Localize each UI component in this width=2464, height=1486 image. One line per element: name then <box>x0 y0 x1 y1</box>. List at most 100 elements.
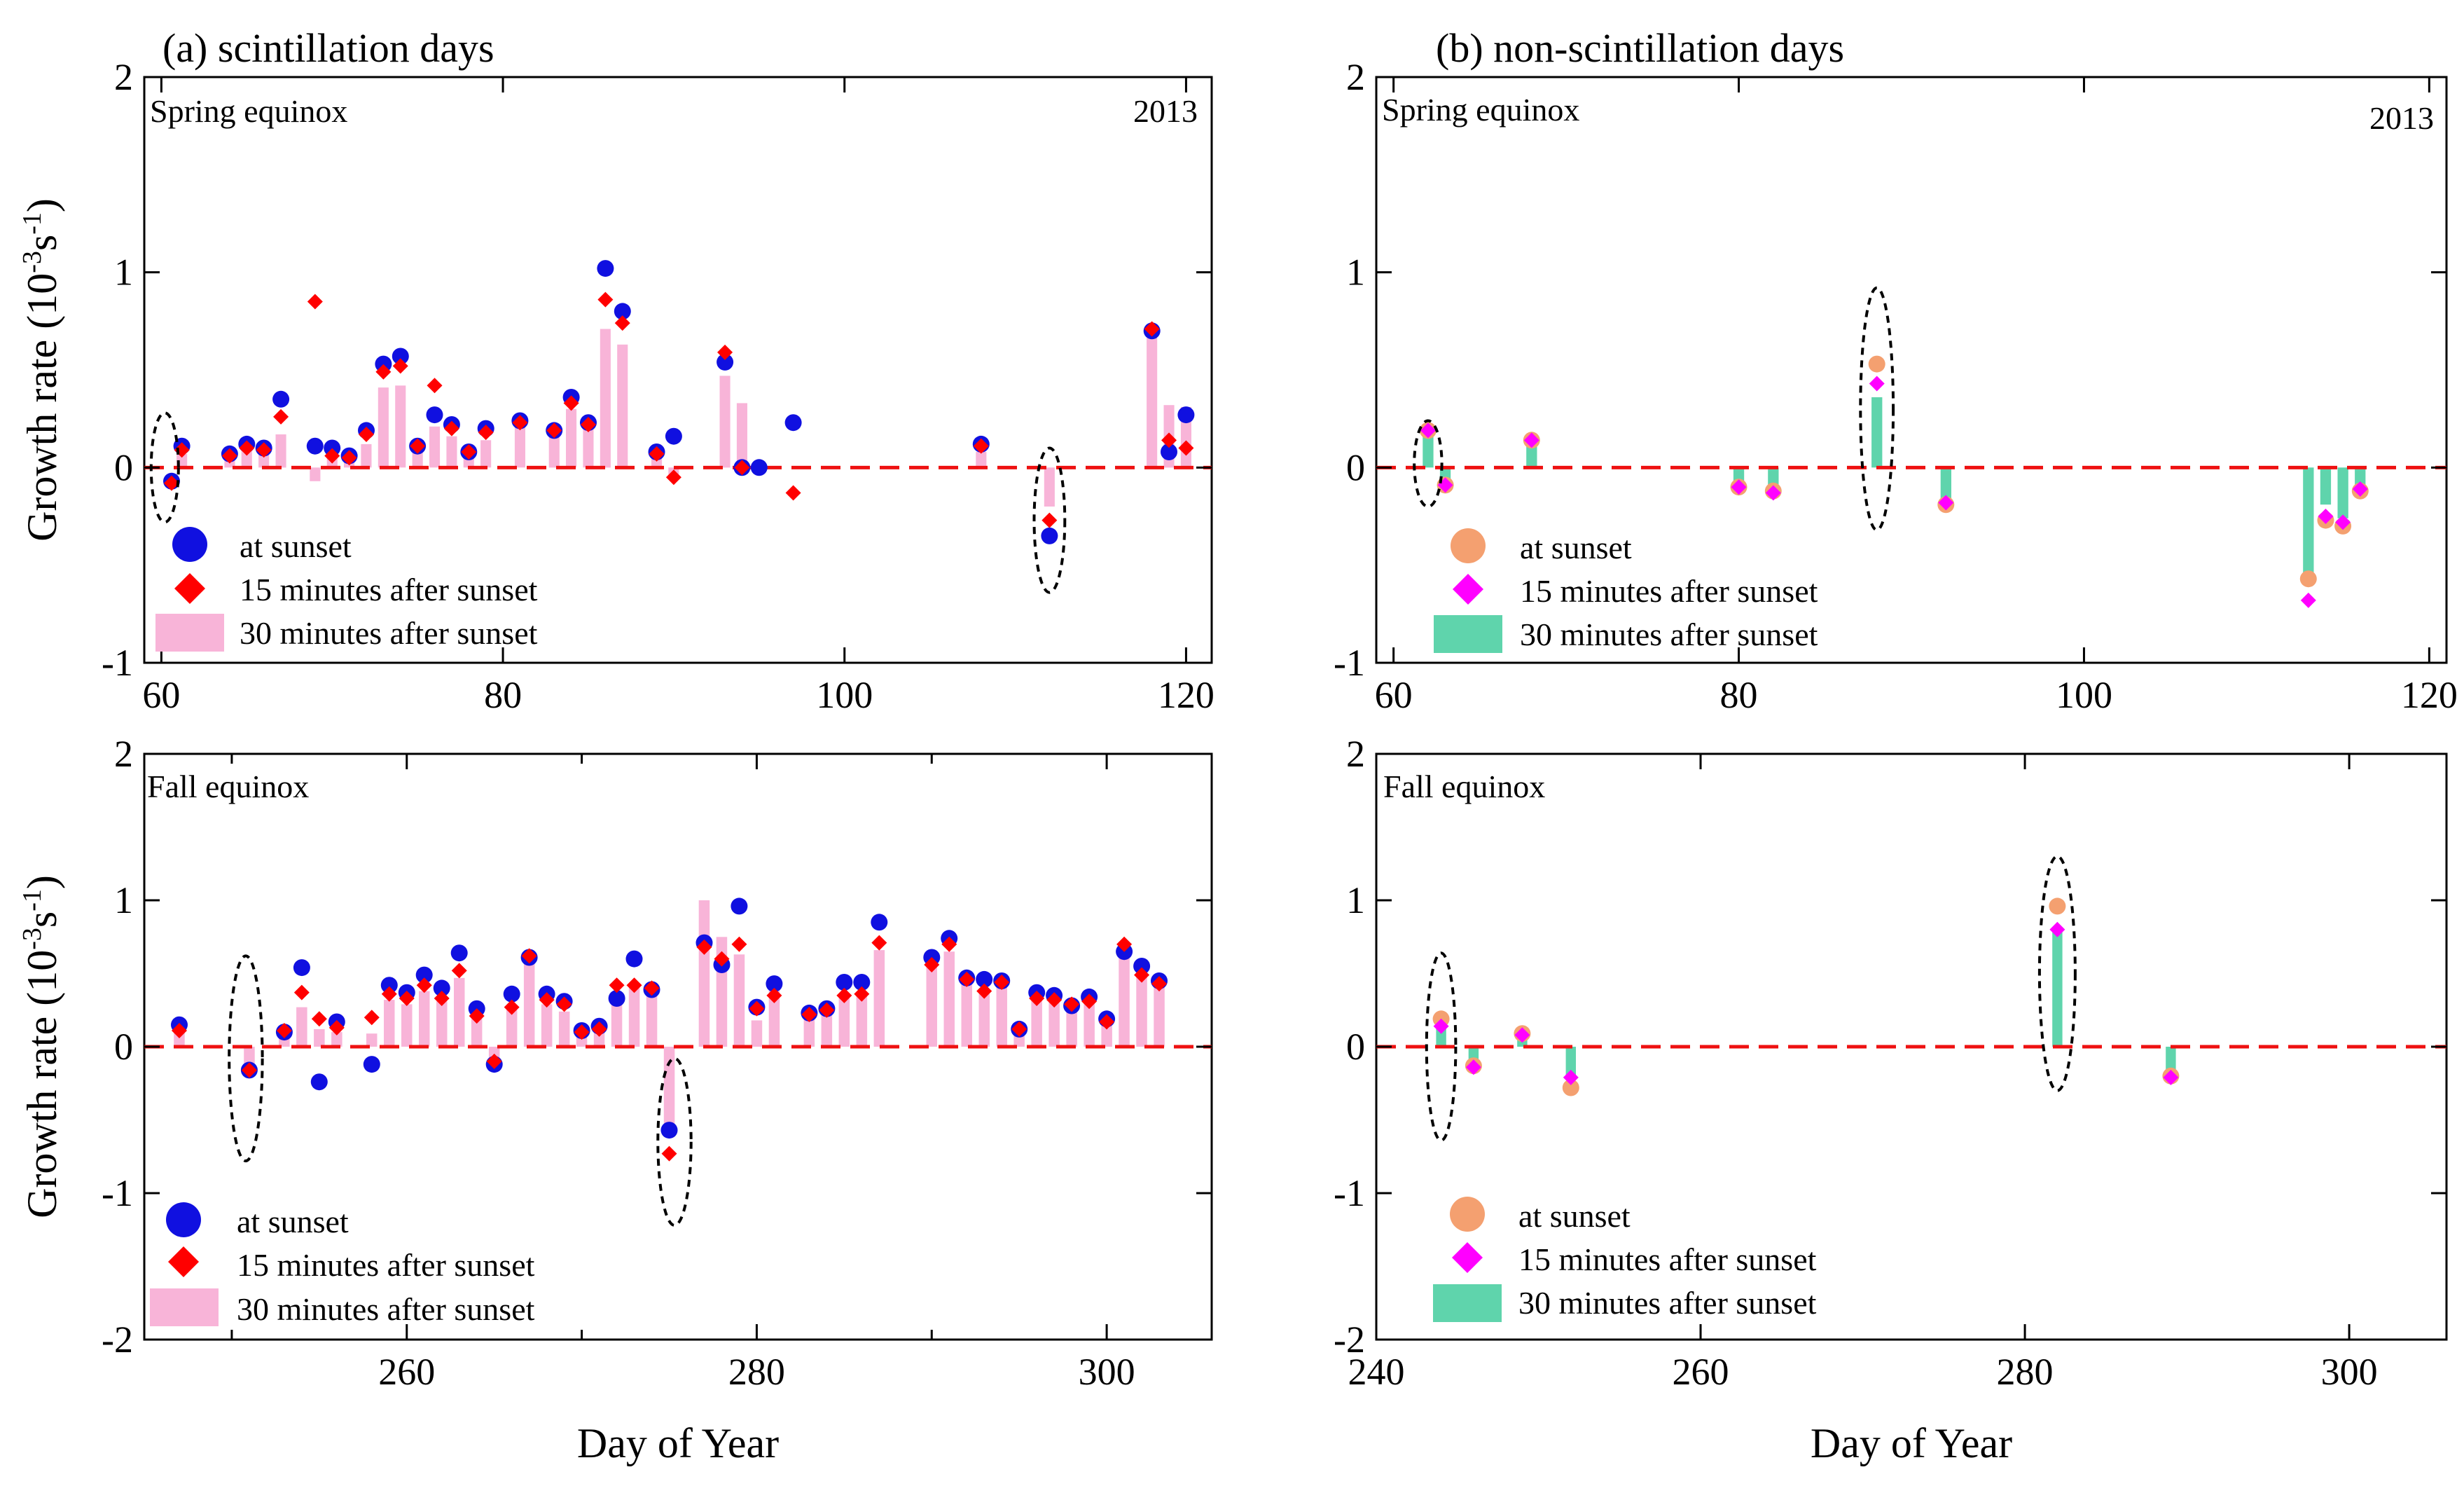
15min-point <box>2163 1069 2179 1085</box>
legend-15min-label: 15 minutes after sunset <box>240 572 538 607</box>
bar-30min <box>1031 998 1042 1047</box>
bar-30min <box>976 452 987 468</box>
bar-30min <box>663 1047 675 1135</box>
15min-point <box>854 986 870 1002</box>
15min-point <box>2300 592 2316 608</box>
15min-point <box>256 442 272 458</box>
bar-30min <box>384 1000 395 1047</box>
highlight-ellipse <box>1413 419 1444 509</box>
bar-30min <box>2320 467 2332 505</box>
15min-point <box>1523 432 1539 448</box>
15min-point <box>416 977 432 993</box>
bar-30min <box>1136 972 1147 1047</box>
15min-point <box>1116 936 1133 952</box>
15min-markers <box>164 291 1194 528</box>
15min-point <box>478 425 494 441</box>
15min-point <box>1081 993 1098 1010</box>
y-tick-label: -1 <box>1334 642 1365 684</box>
15min-point <box>328 1019 345 1036</box>
sunset-point <box>380 977 398 994</box>
highlight-ellipse <box>656 1057 693 1227</box>
15min-point <box>734 460 750 476</box>
bar-30min <box>310 467 321 481</box>
15min-point <box>293 984 310 1000</box>
15min-point <box>1433 1018 1449 1034</box>
bar-30min <box>617 344 628 468</box>
15min-point <box>1563 1069 1579 1085</box>
15min-point <box>1029 991 1045 1007</box>
highlight-ellipses <box>1425 855 2077 1142</box>
15min-point <box>311 1011 327 1027</box>
sunset-point <box>426 406 443 424</box>
y-tick-label: 2 <box>114 56 133 98</box>
15min-point <box>239 440 255 456</box>
bar-30min <box>454 977 465 1047</box>
bar-30min <box>978 992 990 1047</box>
15min-point <box>469 1008 485 1024</box>
sunset-point <box>1177 406 1195 424</box>
sunset-point <box>415 966 433 984</box>
bar-30min <box>719 376 731 468</box>
legend-15min-label: 15 minutes after sunset <box>1518 1241 1817 1277</box>
15min-point <box>597 291 614 308</box>
sunset-point <box>660 1122 678 1139</box>
bar-30min <box>548 434 560 468</box>
15min-point <box>1151 976 1168 992</box>
bar-30min <box>996 982 1007 1047</box>
highlight-ellipses <box>1413 286 1895 532</box>
bar-30min <box>803 1017 815 1047</box>
panel-title: (a) scintillation days <box>162 25 494 71</box>
axis-ticks: 260 280 300 -2 -1 0 1 2 <box>102 733 1212 1393</box>
bar-30min <box>436 1001 448 1047</box>
bar-30min <box>2355 467 2366 486</box>
bar-30min <box>768 988 780 1047</box>
sunset-point <box>836 974 853 991</box>
bar-30min <box>471 1016 483 1047</box>
sunset-point <box>614 303 631 320</box>
15min-point <box>785 485 801 501</box>
15min-point <box>546 422 562 439</box>
15min-point <box>714 951 730 967</box>
x-tick-label: 100 <box>816 674 873 716</box>
sunset-point <box>306 437 324 455</box>
y-tick-label: -2 <box>1334 1319 1365 1361</box>
15min-point <box>1938 495 1954 511</box>
15min-point <box>521 948 537 964</box>
sunset-point <box>1041 527 1058 544</box>
bars-group <box>1423 397 2366 581</box>
15min-markers <box>1433 921 2179 1085</box>
highlight-ellipse <box>2037 855 2077 1092</box>
x-tick-label: 80 <box>1720 674 1758 716</box>
y-axis-title-top: Growth rate (10-3s-1) <box>18 198 65 542</box>
15min-point <box>451 963 467 979</box>
bar-30min <box>926 963 937 1047</box>
15min-point <box>665 469 681 486</box>
sunset-point <box>597 260 614 277</box>
sunset-point <box>608 990 625 1007</box>
sunset-point <box>450 944 468 962</box>
y-tick-label: -1 <box>102 1172 133 1214</box>
bar-30min <box>2052 930 2063 1047</box>
bar-30min <box>1044 467 1055 507</box>
15min-point <box>324 448 340 464</box>
bar-30min <box>1084 1003 1095 1047</box>
sunset-point <box>2299 570 2317 588</box>
bar-30min <box>1119 949 1130 1047</box>
x-tick-label: 300 <box>2321 1351 2378 1393</box>
15min-point <box>2318 509 2334 524</box>
15min-point <box>661 1146 677 1162</box>
bar-30min <box>1565 1047 1576 1079</box>
15min-point <box>434 991 450 1007</box>
bar-30min <box>558 1011 570 1047</box>
highlight-ellipse <box>1859 286 1895 532</box>
15min-point <box>644 980 660 996</box>
x-tick-label: 120 <box>2401 674 2458 716</box>
15min-point <box>364 1010 380 1026</box>
season-label: Spring equinox <box>1382 92 1579 128</box>
panel-title: (b) non-scintillation days <box>1436 25 1844 71</box>
panel-b-fall: 240 260 280 300 -2 -1 0 1 2 Fall equinox <box>1334 733 2448 1393</box>
legend-sunset-label: at sunset <box>1518 1198 1631 1234</box>
y-tick-label: 1 <box>114 252 133 294</box>
bar-30min <box>873 950 885 1047</box>
sunset-point <box>433 979 450 997</box>
